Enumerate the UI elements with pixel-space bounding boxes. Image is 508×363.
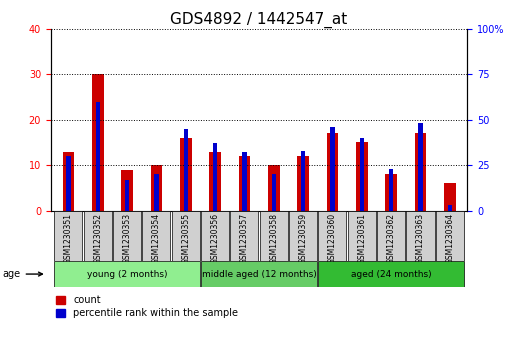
Bar (301, 151, 305, 211)
Bar (239, 156, 250, 211)
Text: GSM1230354: GSM1230354 (152, 213, 161, 264)
Bar (150, 165, 162, 211)
FancyBboxPatch shape (201, 261, 317, 287)
Bar (154, 174, 158, 211)
FancyBboxPatch shape (319, 261, 464, 287)
Bar (180, 138, 192, 211)
Bar (330, 127, 335, 211)
Text: GSM1230357: GSM1230357 (240, 213, 249, 264)
Bar (385, 174, 397, 211)
Text: GSM1230352: GSM1230352 (93, 213, 102, 264)
Bar (448, 205, 452, 211)
Bar (62, 152, 74, 211)
Text: GSM1230351: GSM1230351 (64, 213, 73, 264)
Text: GSM1230353: GSM1230353 (122, 213, 132, 264)
Bar (121, 170, 133, 211)
Bar (125, 180, 129, 211)
Bar (327, 133, 338, 211)
Bar (242, 152, 246, 211)
Bar (92, 74, 104, 211)
Text: GSM1230356: GSM1230356 (211, 213, 219, 264)
Text: age: age (3, 269, 42, 279)
Bar (297, 156, 309, 211)
Bar (268, 165, 279, 211)
Text: GSM1230358: GSM1230358 (269, 213, 278, 264)
Legend: count, percentile rank within the sample: count, percentile rank within the sample (56, 295, 238, 318)
Text: young (2 months): young (2 months) (87, 270, 167, 278)
Bar (183, 129, 188, 211)
Text: GSM1230361: GSM1230361 (357, 213, 366, 264)
Text: middle aged (12 months): middle aged (12 months) (202, 270, 316, 278)
FancyBboxPatch shape (319, 211, 346, 261)
Title: GDS4892 / 1442547_at: GDS4892 / 1442547_at (171, 12, 347, 28)
Bar (66, 156, 71, 211)
FancyBboxPatch shape (436, 211, 464, 261)
FancyBboxPatch shape (172, 211, 200, 261)
Text: GSM1230360: GSM1230360 (328, 213, 337, 264)
FancyBboxPatch shape (347, 211, 376, 261)
Bar (96, 102, 100, 211)
FancyBboxPatch shape (201, 211, 229, 261)
Bar (356, 142, 368, 211)
Bar (272, 174, 276, 211)
Bar (415, 133, 426, 211)
Text: GSM1230364: GSM1230364 (445, 213, 454, 264)
Bar (418, 123, 423, 211)
FancyBboxPatch shape (230, 211, 259, 261)
Bar (389, 169, 393, 211)
Bar (209, 152, 221, 211)
FancyBboxPatch shape (142, 211, 171, 261)
Text: GSM1230359: GSM1230359 (299, 213, 307, 264)
Text: GSM1230362: GSM1230362 (387, 213, 396, 264)
Text: GSM1230363: GSM1230363 (416, 213, 425, 264)
FancyBboxPatch shape (84, 211, 112, 261)
FancyBboxPatch shape (54, 261, 200, 287)
Text: aged (24 months): aged (24 months) (351, 270, 431, 278)
Text: GSM1230355: GSM1230355 (181, 213, 190, 264)
FancyBboxPatch shape (260, 211, 288, 261)
Bar (213, 143, 217, 211)
FancyBboxPatch shape (377, 211, 405, 261)
Bar (444, 183, 456, 211)
Bar (360, 138, 364, 211)
FancyBboxPatch shape (54, 211, 82, 261)
FancyBboxPatch shape (406, 211, 434, 261)
FancyBboxPatch shape (289, 211, 317, 261)
FancyBboxPatch shape (113, 211, 141, 261)
